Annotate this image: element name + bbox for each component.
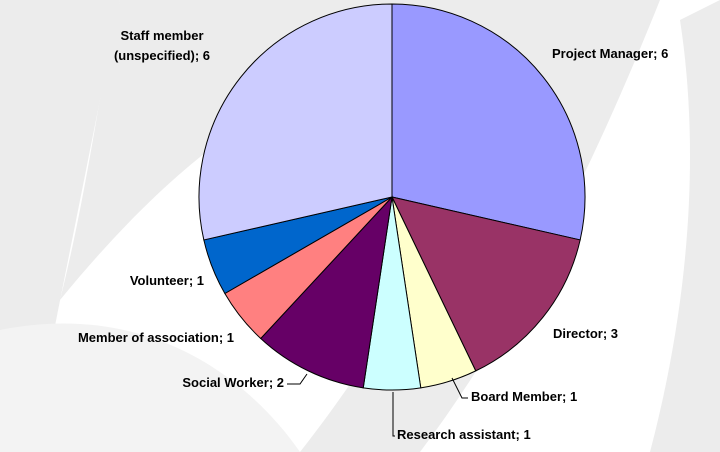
data-label-line: Staff member [120,28,203,43]
data-label-line: Project Manager; 6 [552,46,668,61]
data-label: Research assistant; 1 [397,427,531,442]
data-label-line: Social Worker; 2 [182,375,284,390]
leader-line [451,377,468,399]
data-label: Volunteer; 1 [130,273,204,288]
pie-slice [391,196,581,372]
data-label: Board Member; 1 [471,389,577,404]
data-label-line: Research assistant; 1 [397,427,531,442]
pie-slice [391,3,586,241]
data-label: Project Manager; 6 [552,46,668,61]
leader-line [287,373,308,385]
data-label-line: Board Member; 1 [471,389,577,404]
pie-slice [198,3,393,241]
data-label: Member of association; 1 [78,330,234,345]
data-label-line: Member of association; 1 [78,330,234,345]
data-label-line: Volunteer; 1 [130,273,204,288]
leader-line [392,392,395,437]
pie-slice [260,195,393,389]
data-label: Director; 3 [553,326,618,341]
data-label: Social Worker; 2 [182,375,284,390]
data-label-line: Director; 3 [553,326,618,341]
data-label-line: (unspecified); 6 [114,48,210,63]
data-label: Staff member (unspecified); 6 [114,28,210,63]
